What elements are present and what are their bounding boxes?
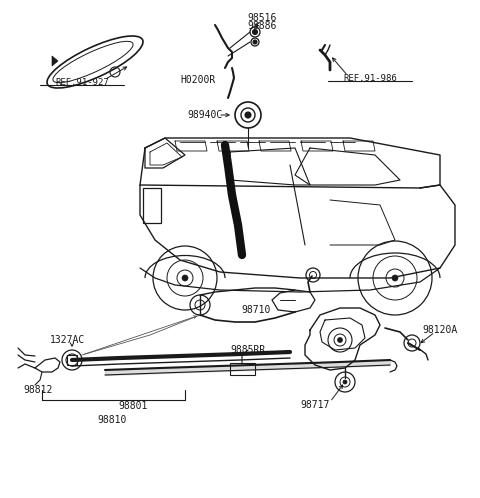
Text: 98812: 98812 <box>24 385 53 395</box>
Text: 98940C: 98940C <box>187 110 223 120</box>
Circle shape <box>252 29 257 34</box>
Circle shape <box>392 275 398 281</box>
Circle shape <box>337 338 343 343</box>
Circle shape <box>245 112 251 118</box>
Bar <box>230 363 255 375</box>
Text: 98886: 98886 <box>247 21 276 31</box>
Text: 98120A: 98120A <box>422 325 457 335</box>
Text: REF.91-986: REF.91-986 <box>343 74 397 83</box>
Text: H0200R: H0200R <box>180 75 216 85</box>
Text: 98801: 98801 <box>118 401 148 411</box>
Text: REF.91-927: REF.91-927 <box>55 78 109 87</box>
Polygon shape <box>52 56 58 66</box>
Text: 98717: 98717 <box>300 400 330 410</box>
Circle shape <box>253 40 257 44</box>
Text: 98810: 98810 <box>97 415 127 425</box>
Circle shape <box>343 380 347 384</box>
Bar <box>67 355 77 365</box>
Text: 1327AC: 1327AC <box>49 335 84 345</box>
Circle shape <box>182 275 188 281</box>
Text: 98516: 98516 <box>247 13 276 23</box>
Bar <box>143 188 161 223</box>
Text: 98710: 98710 <box>241 305 271 315</box>
Text: 9885RR: 9885RR <box>230 345 265 355</box>
